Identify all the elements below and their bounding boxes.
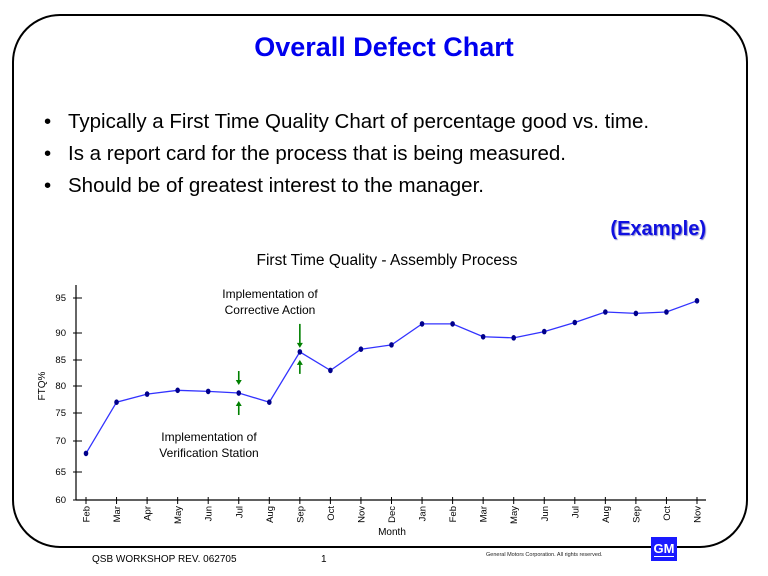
x-tick-label: Oct [326,506,337,521]
data-point [114,399,119,406]
data-point [83,450,89,457]
y-tick-label: 75 [55,408,66,419]
bullet-item: • Should be of greatest interest to the m… [44,172,649,204]
slide-frame [12,14,748,548]
example-label: (Example) [610,218,706,240]
x-tick-label: Jun [540,506,551,521]
x-tick-label: May [173,506,184,524]
bullet-icon: • [44,142,52,165]
x-tick-label: Jul [570,506,581,518]
data-point [480,333,486,340]
data-point [267,399,272,406]
chart-title: First Time Quality - Assembly Process [256,252,518,269]
y-tick-label: 90 [55,328,66,339]
x-tick-label: Jul [234,506,245,518]
page-number: 1 [321,554,327,565]
bullet-list: • Typically a First Time Quality Chart of… [44,108,649,204]
slide-title: Overall Defect Chart [254,32,514,62]
x-axis-label: Month [378,527,406,538]
data-point [297,349,303,355]
data-point [511,335,516,341]
data-point [450,321,455,327]
data-point [236,390,242,396]
x-tick-label: Feb [82,506,93,522]
bullet-item: • Typically a First Time Quality Chart of… [44,108,649,140]
annotation-corrective-action: Implementation of [222,287,318,301]
x-tick-label: Jun [204,506,215,521]
bullet-item: • Is a report card for the process that i… [44,140,649,172]
x-tick-label: Oct [662,506,673,521]
x-tick-label: Mar [112,506,123,522]
data-point [419,321,425,327]
up-arrow-icon [235,401,242,407]
bullet-icon: • [44,110,52,133]
footer-workshop-label: QSB WORKSHOP REV. 062705 [92,554,237,565]
data-point [664,309,669,315]
down-arrow-icon [296,342,303,348]
x-tick-label: Feb [448,506,459,522]
up-arrow-icon [296,359,303,365]
y-tick-label: 70 [55,436,66,447]
data-point [603,309,608,315]
data-point [205,388,211,395]
y-tick-label: 60 [55,495,66,506]
x-tick-label: Sep [295,506,306,523]
data-point [572,319,578,326]
gm-logo-icon: GM [651,537,677,563]
data-point [328,367,333,374]
bullet-icon: • [44,174,52,197]
data-point [358,346,364,353]
y-tick-label: 80 [55,381,66,392]
x-tick-label: Aug [601,506,612,523]
annotation-corrective-action: Corrective Action [225,303,316,317]
x-tick-label: Jan [418,506,429,521]
data-point [175,387,180,394]
x-tick-label: Apr [143,506,154,521]
data-point [633,310,639,317]
x-tick-label: Sep [631,506,642,523]
x-tick-label: Dec [387,506,398,523]
data-point [144,391,150,397]
y-axis-label: FTQ% [37,371,48,400]
x-tick-label: Nov [356,506,367,523]
y-tick-label: 65 [55,467,66,478]
x-tick-label: May [509,506,520,524]
y-tick-label: 85 [55,355,66,366]
down-arrow-icon [235,380,242,386]
annotation-verification-station: Implementation of [161,430,257,444]
x-tick-label: Mar [479,506,490,522]
data-point [694,298,700,304]
data-point [541,328,547,335]
data-point [389,342,394,348]
copyright-text: General Motors Corporation. All rights r… [486,552,603,558]
y-tick-label: 95 [55,293,66,304]
x-tick-label: Aug [265,506,276,523]
annotation-verification-station: Verification Station [159,446,258,460]
x-tick-label: Nov [693,506,704,523]
